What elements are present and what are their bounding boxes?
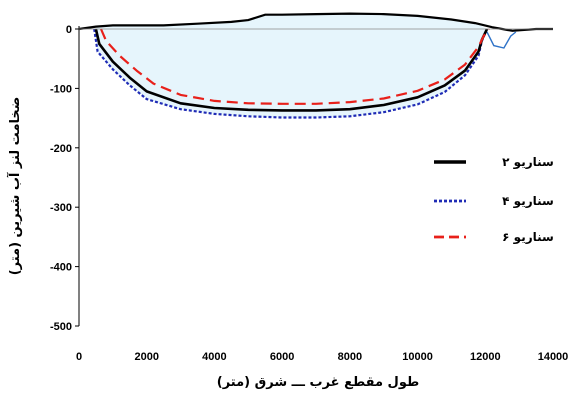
y-tick-label: -200	[50, 143, 72, 155]
y-tick-label: -300	[50, 202, 72, 214]
x-tick-label: 14000	[538, 351, 569, 363]
x-axis-title: طول مقطع غرب ـــ شرق (متر)	[217, 375, 419, 390]
x-tick-label: 2000	[134, 351, 158, 363]
y-tick-label: 0	[66, 24, 72, 36]
series-line-2	[93, 28, 489, 119]
axes: 0 -100 -200 -300 -400 -500 0 2000 4000 6000 8000 10…	[50, 24, 568, 363]
series-line-1	[94, 28, 489, 112]
y-tick-label: -100	[50, 83, 72, 95]
x-tick-label: 0	[76, 351, 82, 363]
x-tick-label: 10000	[402, 351, 433, 363]
x-tick-label: 4000	[202, 351, 226, 363]
legend-label-1: سناریو ۲	[502, 155, 554, 170]
x-tick-label: 12000	[470, 351, 501, 363]
legend: سناریو ۲ سناریو ۴ سناریو ۶	[434, 155, 554, 245]
legend-label-2: سناریو ۴	[502, 194, 554, 209]
y-tick-label: -400	[50, 262, 72, 274]
y-axis-title: ضخامت لنز آب شیرین (متر)	[6, 97, 23, 276]
y-tick-label: -500	[50, 321, 72, 333]
legend-label-3: سناریو ۶	[502, 230, 554, 245]
x-tick-label: 8000	[338, 351, 362, 363]
series-line-3	[99, 28, 490, 105]
fresh-water-lens-area	[94, 13, 487, 118]
surface-dip-line	[486, 31, 517, 49]
x-tick-label: 6000	[270, 351, 294, 363]
